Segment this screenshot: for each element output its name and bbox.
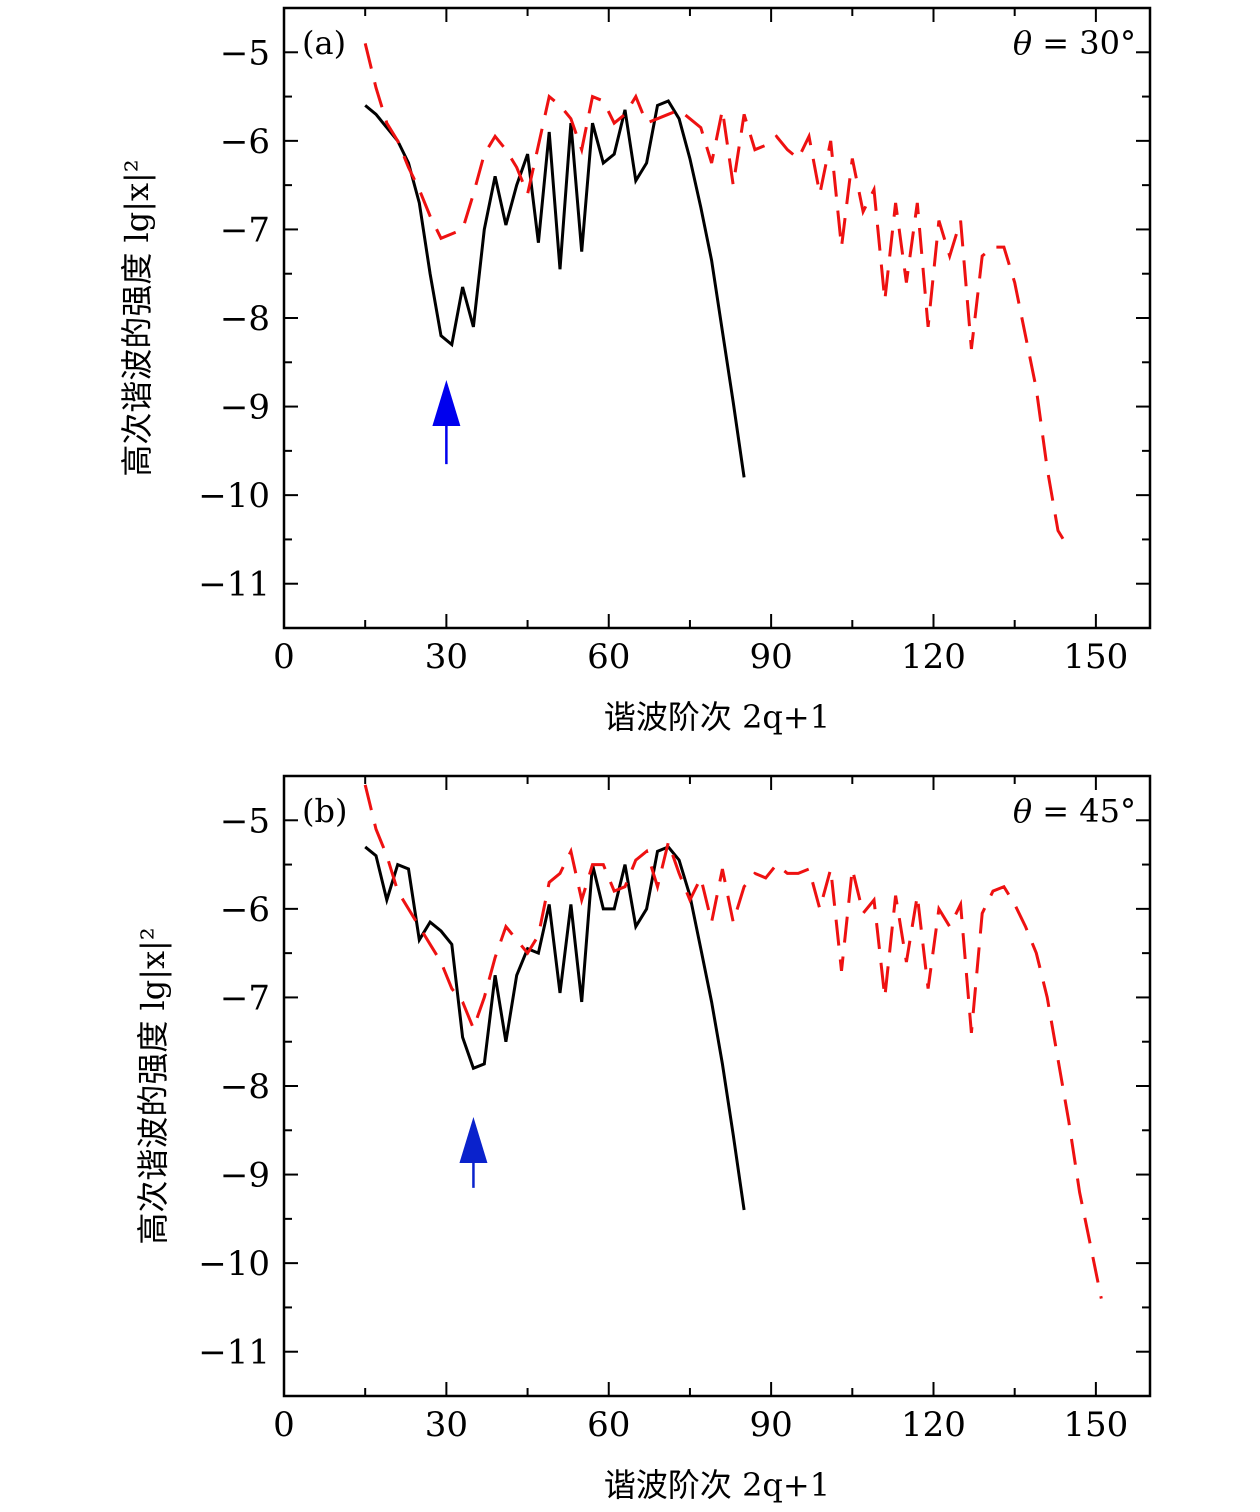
x-tick-label: 120 bbox=[901, 1405, 966, 1445]
series-line-dashed bbox=[363, 43, 1071, 550]
panel-label: (a) bbox=[302, 24, 346, 62]
series-line-solid bbox=[364, 845, 746, 1211]
x-tick-label: 150 bbox=[1063, 637, 1128, 677]
y-tick-label: −11 bbox=[198, 1333, 270, 1373]
x-tick-label: 150 bbox=[1063, 1405, 1128, 1445]
y-tick-label: −7 bbox=[220, 210, 270, 250]
chart-panel-b: 0 30 60 90 120 150 −5 −6 −7 −8 −9 −10 −11 谐波阶次 2q+1 高次… bbox=[134, 774, 1152, 1504]
y-tick-label: −10 bbox=[198, 1244, 270, 1284]
panel-label: (b) bbox=[302, 792, 347, 830]
angle-value: 30° bbox=[1079, 24, 1136, 62]
angle-symbol: θ bbox=[1013, 24, 1032, 62]
angle-equals: = bbox=[1032, 792, 1079, 830]
x-tick-label: 120 bbox=[901, 637, 966, 677]
x-tick-label: 0 bbox=[273, 1405, 295, 1445]
y-tick-label: −10 bbox=[198, 476, 270, 516]
chart-panel-a: 0 30 60 90 120 150 −5 −6 −7 −8 −9 −10 −11 谐波阶次 2q+1 高次… bbox=[118, 6, 1152, 736]
arrow-head bbox=[432, 380, 461, 426]
angle-value: 45° bbox=[1079, 792, 1136, 830]
y-tick-label: −6 bbox=[220, 890, 270, 930]
x-tick-label: 30 bbox=[425, 637, 468, 677]
y-tick-label: −9 bbox=[220, 1156, 270, 1196]
x-tick-label: 60 bbox=[587, 637, 630, 677]
x-tick-label: 30 bbox=[425, 1405, 468, 1445]
x-tick-label: 90 bbox=[749, 1405, 792, 1445]
y-axis-label: 高次谐波的强度 lg|x|² bbox=[118, 159, 156, 476]
y-tick-label: −9 bbox=[220, 388, 270, 428]
series-line-solid bbox=[364, 99, 746, 478]
y-tick-label: −8 bbox=[220, 1067, 270, 1107]
angle-annotation: θ = 30° bbox=[1013, 24, 1136, 62]
plot-frame bbox=[282, 774, 1152, 1398]
y-tick-label: −6 bbox=[220, 122, 270, 162]
arrow-head bbox=[459, 1117, 488, 1163]
series-line-dashed bbox=[363, 784, 1103, 1299]
y-tick-label: −8 bbox=[220, 299, 270, 339]
x-axis-label: 谐波阶次 2q+1 bbox=[604, 698, 830, 736]
y-tick-label: −11 bbox=[198, 565, 270, 605]
y-axis-label: 高次谐波的强度 lg|x|² bbox=[134, 927, 172, 1244]
plot-frame bbox=[282, 6, 1152, 630]
angle-annotation: θ = 45° bbox=[1013, 792, 1136, 830]
angle-symbol: θ bbox=[1013, 792, 1032, 830]
y-tick-label: −5 bbox=[220, 33, 270, 73]
y-tick-label: −5 bbox=[220, 801, 270, 841]
x-tick-label: 0 bbox=[273, 637, 295, 677]
x-axis-label: 谐波阶次 2q+1 bbox=[604, 1466, 830, 1504]
angle-equals: = bbox=[1032, 24, 1079, 62]
x-tick-label: 60 bbox=[587, 1405, 630, 1445]
x-tick-label: 90 bbox=[749, 637, 792, 677]
y-tick-label: −7 bbox=[220, 978, 270, 1018]
